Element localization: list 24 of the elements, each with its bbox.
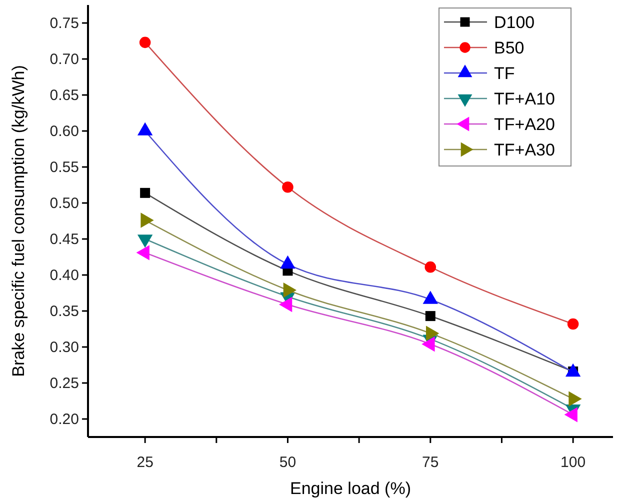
x-axis-title: Engine load (%) — [290, 479, 411, 498]
x-tick-label: 75 — [422, 454, 439, 471]
y-tick-label: 0.25 — [50, 374, 79, 392]
y-tick-label: 0.75 — [50, 14, 79, 32]
x-tick-label: 25 — [136, 454, 154, 471]
y-tick-label: 0.50 — [50, 194, 79, 212]
y-tick-label: 0.70 — [50, 50, 79, 68]
y-tick-label: 0.40 — [50, 266, 79, 284]
legend-label: TF+A20 — [494, 115, 555, 134]
legend-label: D100 — [494, 13, 535, 32]
y-tick-label: 0.45 — [50, 230, 79, 248]
x-tick-label: 100 — [560, 454, 586, 471]
y-tick-label: 0.65 — [50, 86, 79, 104]
y-tick-label: 0.60 — [50, 122, 79, 140]
y-tick-label: 0.30 — [50, 338, 79, 356]
legend-label: B50 — [494, 38, 524, 58]
y-axis-title: Brake specific fuel consumption (kg/kWh) — [9, 65, 28, 377]
legend-label: TF+A10 — [494, 90, 555, 108]
legend-label: TF+A30 — [494, 140, 555, 160]
y-tick-label: 0.35 — [50, 302, 79, 320]
y-tick-label: 0.20 — [50, 410, 79, 428]
y-tick-label: 0.55 — [50, 158, 79, 176]
x-tick-label: 50 — [279, 454, 296, 471]
legend-label: TF — [494, 64, 515, 83]
